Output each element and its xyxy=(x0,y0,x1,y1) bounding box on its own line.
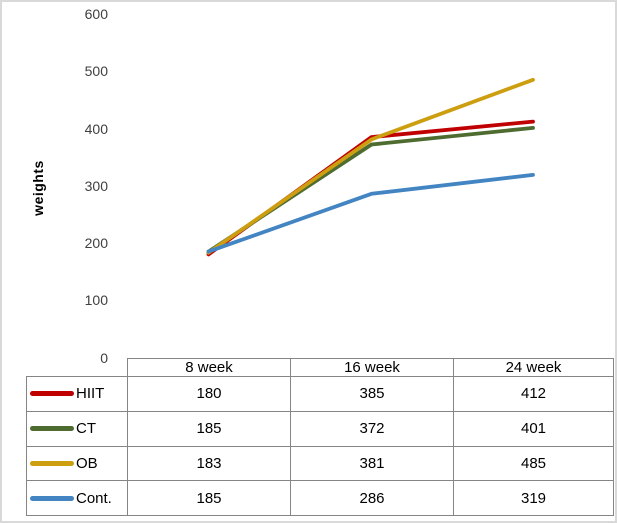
y-axis-tick: 100 xyxy=(84,292,108,309)
table-cell: 381 xyxy=(290,445,454,482)
table-header-row: 8 week 16 week 24 week xyxy=(26,358,614,377)
legend-key-icon xyxy=(30,460,74,466)
y-axis-tick: 0 xyxy=(100,349,108,366)
legend-key-icon xyxy=(30,391,74,397)
series-label: HIIT xyxy=(76,385,105,403)
table-cell: 412 xyxy=(453,376,614,412)
table-cell: 286 xyxy=(290,480,454,516)
table-row: HIIT 180 385 412 xyxy=(26,376,614,412)
line-chart xyxy=(206,77,535,257)
y-axis-tick: 400 xyxy=(84,120,108,137)
plot-area: weights 600 500 400 300 200 100 0 xyxy=(2,2,615,366)
table-corner-cell xyxy=(26,358,128,377)
legend-key-icon xyxy=(30,426,74,432)
table-cell: 185 xyxy=(127,410,291,447)
y-axis-tick: 200 xyxy=(84,235,108,251)
legend-cell-ob: OB xyxy=(26,445,128,482)
table-row: Cont. 185 286 319 xyxy=(26,480,614,516)
table-cell: 185 xyxy=(127,480,291,516)
legend-cell-hiit: HIIT xyxy=(26,376,128,412)
column-header: 24 week xyxy=(453,358,614,377)
y-axis-tick: 300 xyxy=(84,177,108,194)
table-row: CT 185 372 401 xyxy=(26,410,614,447)
legend-cell-ct: CT xyxy=(26,410,128,447)
column-header: 8 week xyxy=(127,358,291,377)
series-line-cont xyxy=(206,172,535,254)
series-label: OB xyxy=(76,454,98,472)
table-cell: 385 xyxy=(290,376,454,412)
series-line-ob xyxy=(206,77,535,255)
column-header: 16 week xyxy=(290,358,454,377)
table-row: OB 183 381 485 xyxy=(26,445,614,482)
table-cell: 401 xyxy=(453,410,614,447)
table-cell: 183 xyxy=(127,445,291,482)
table-cell: 485 xyxy=(453,445,614,482)
series-label: CT xyxy=(76,420,96,438)
series-label: Cont. xyxy=(76,489,112,507)
table-cell: 319 xyxy=(453,480,614,516)
y-axis-tick: 600 xyxy=(84,6,108,22)
y-axis-tick: 500 xyxy=(84,63,108,80)
table-cell: 372 xyxy=(290,410,454,447)
legend-key-icon xyxy=(30,495,74,501)
legend-cell-cont: Cont. xyxy=(26,480,128,516)
data-table: 8 week 16 week 24 week HIIT 180 385 412 xyxy=(26,358,614,516)
table-cell: 180 xyxy=(127,376,291,412)
